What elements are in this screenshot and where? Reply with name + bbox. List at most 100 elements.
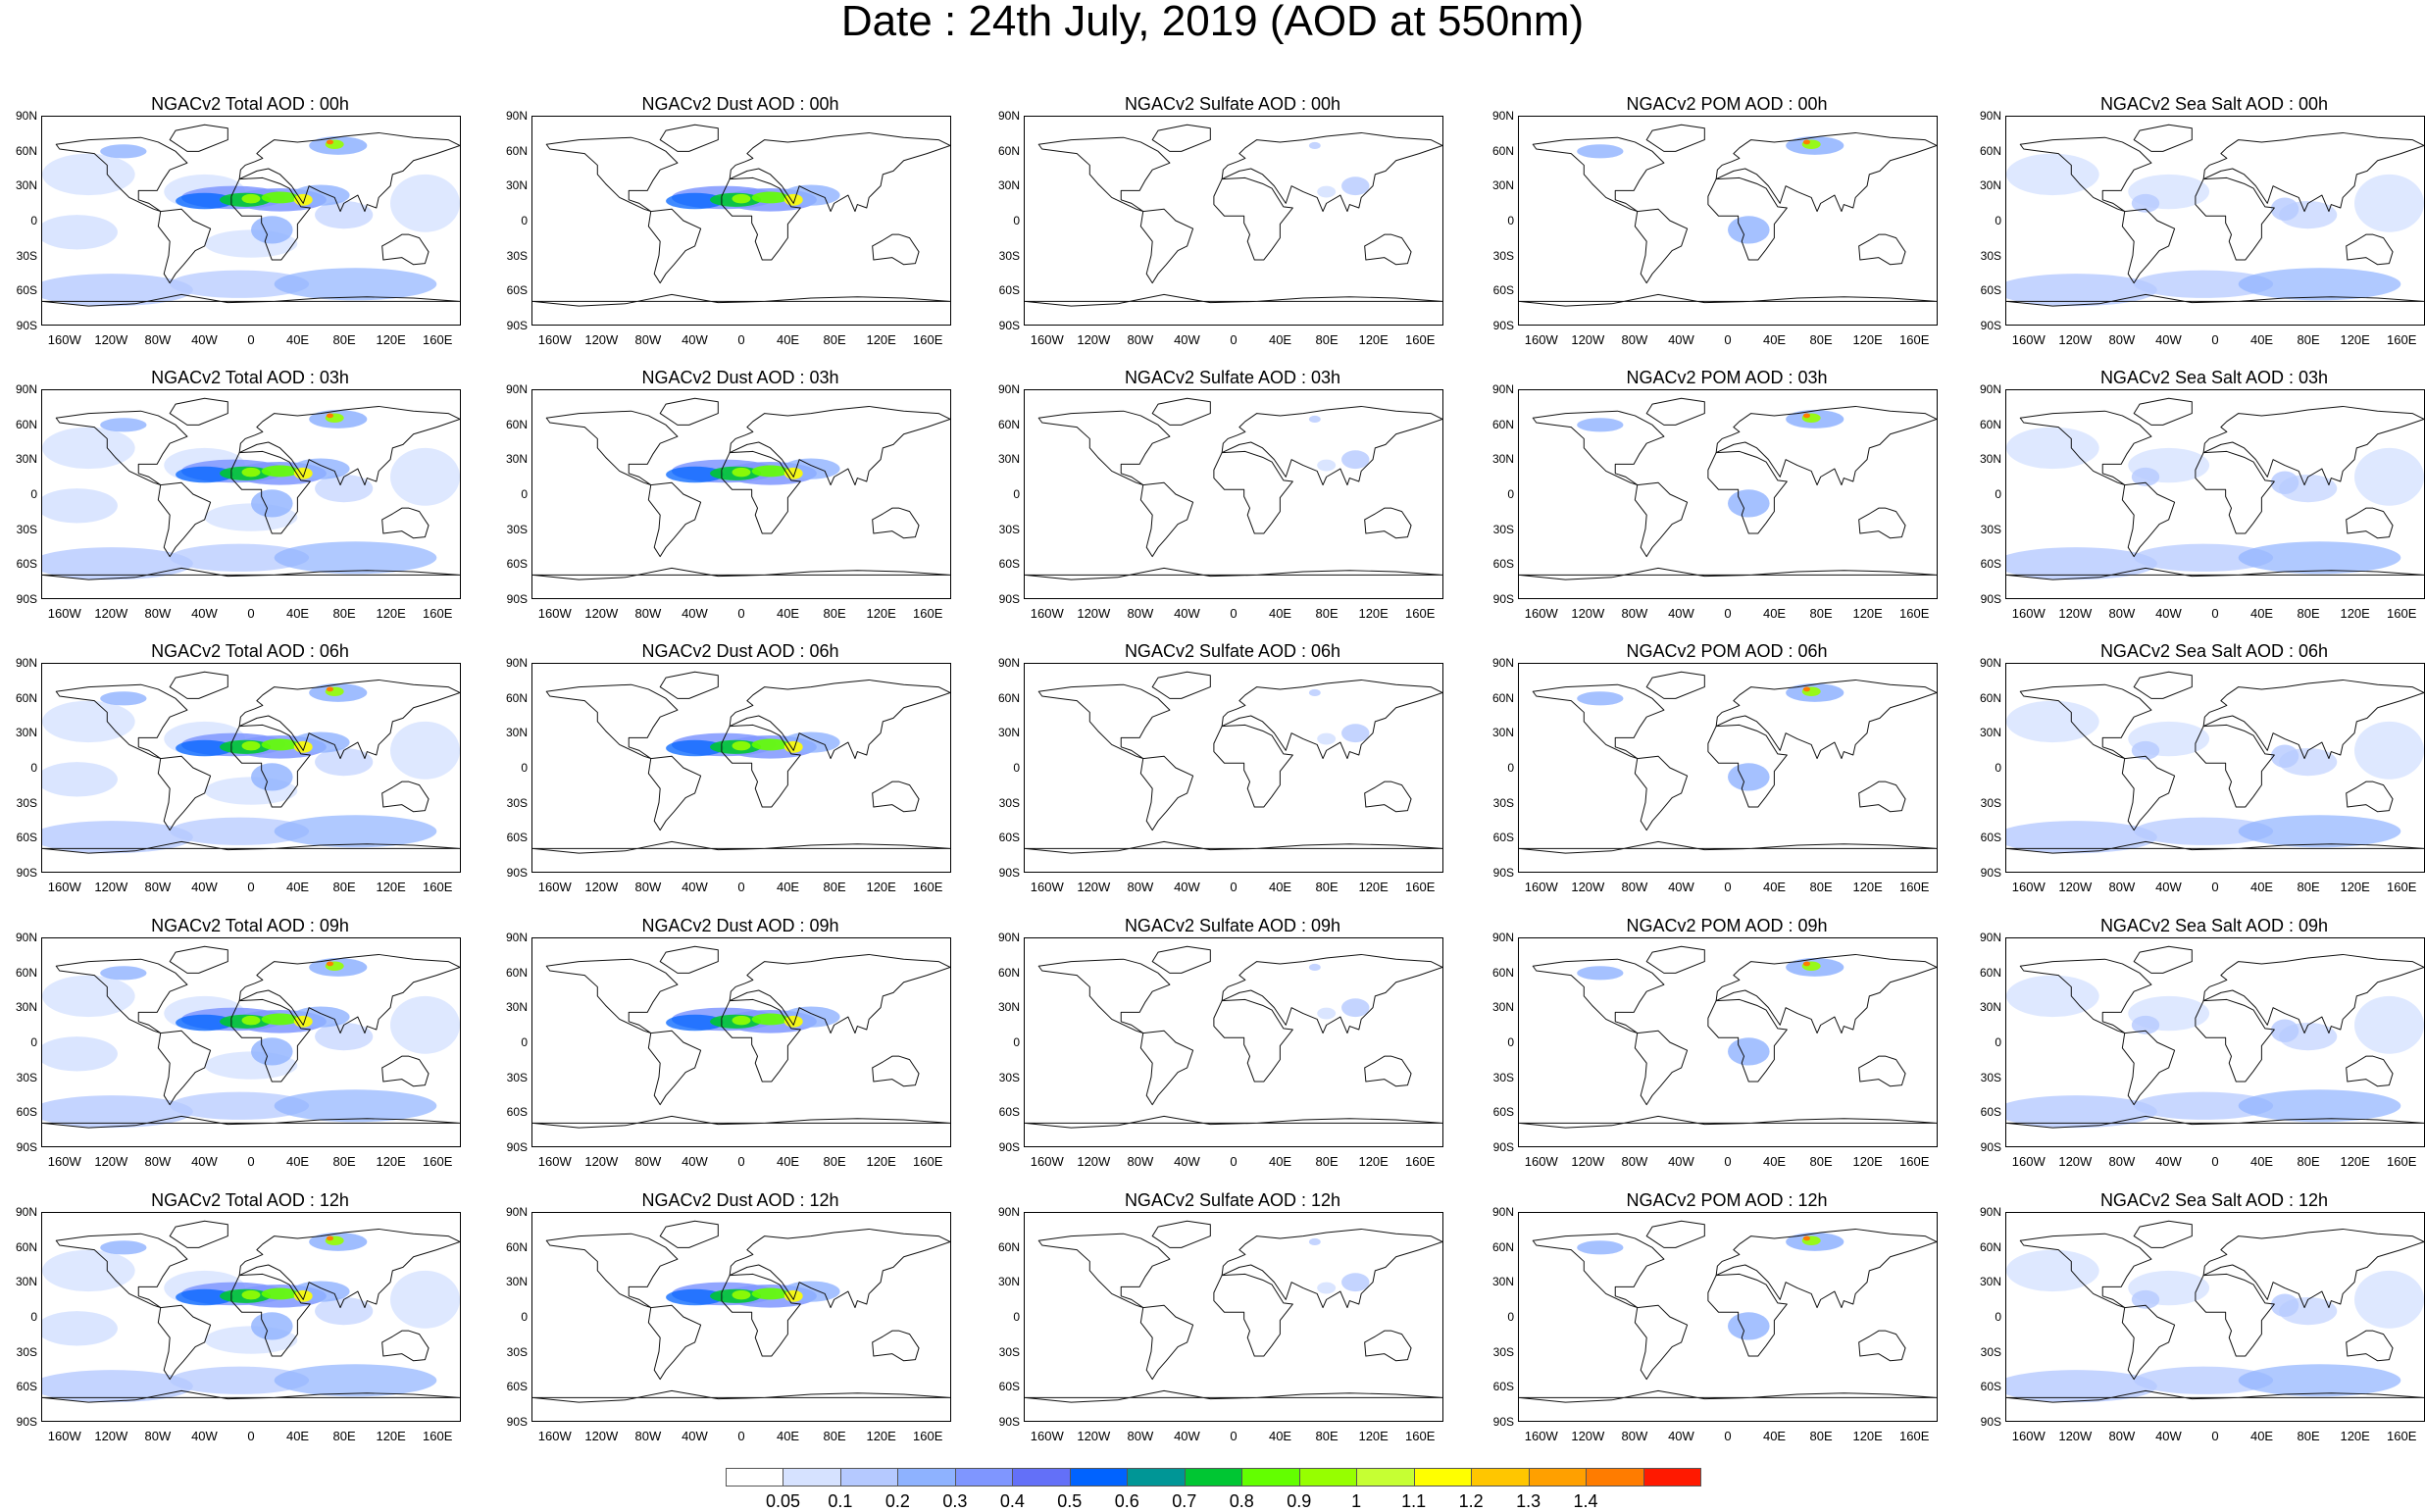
coastline	[1213, 450, 1293, 534]
longitude-label: 80W	[634, 1429, 662, 1443]
longitude-label: 80E	[1809, 1154, 1833, 1169]
colorbar-swatch	[1184, 1468, 1243, 1487]
colorbar-tick-label: 1.2	[1458, 1491, 1484, 1511]
latitude-label: 30S	[1492, 522, 1514, 536]
coastline	[1025, 1389, 1442, 1403]
latitude-label: 90N	[1979, 109, 2001, 123]
latitude-label: 90N	[505, 931, 528, 944]
longitude-label: 160W	[1030, 1154, 1064, 1169]
longitude-label: 160E	[913, 332, 943, 347]
latitude-label: 90N	[997, 1205, 1020, 1219]
longitude-label: 160W	[2011, 1154, 2046, 1169]
coastline	[1213, 998, 1293, 1083]
longitude-label: 80E	[1809, 332, 1833, 347]
aod-field-patch	[241, 193, 261, 204]
longitude-label: 40W	[682, 332, 708, 347]
latitude-label: 90S	[1980, 592, 2001, 606]
aod-field-patch	[42, 762, 118, 797]
coastline	[1715, 131, 1937, 213]
coastline	[545, 683, 679, 760]
map-frame	[531, 116, 951, 326]
longitude-label: 120E	[1358, 1154, 1389, 1169]
map-panel: NGACv2 POM AOD : 09h 90N 60N 30N 0 30S 60S 90S 1…	[1477, 908, 1967, 1173]
longitude-label: 40E	[2249, 606, 2274, 621]
longitude-label: 0	[2211, 1154, 2219, 1169]
world-map	[1025, 671, 1442, 854]
map-panel: NGACv2 Sea Salt AOD : 06h 90N 60N 30N 0 30S 60…	[1964, 633, 2425, 898]
aod-field-patch	[1802, 413, 1811, 419]
longitude-label: 80W	[634, 332, 662, 347]
aod-field-patch	[42, 547, 193, 580]
latitude-label: 30S	[1980, 522, 2001, 536]
aod-field-patch	[251, 216, 293, 244]
coastline	[1037, 1233, 1171, 1309]
latitude-label: 30N	[505, 178, 528, 193]
panel-title: NGACv2 Sea Salt AOD : 06h	[2099, 641, 2329, 661]
aod-field-patch	[1728, 489, 1770, 518]
longitude-label: 80E	[332, 880, 356, 894]
aod-field-patch	[1577, 966, 1624, 981]
latitude-label: 90N	[1979, 1205, 2001, 1219]
coastline	[1025, 567, 1442, 580]
aod-field-patch	[176, 1014, 234, 1032]
latitude-label: 60S	[1492, 283, 1514, 298]
aod-field-patch	[751, 1287, 789, 1300]
latitude-label: 90N	[997, 931, 1020, 944]
longitude-label: 80W	[1127, 332, 1154, 347]
longitude-label: 80E	[1809, 880, 1833, 894]
coastline	[1364, 507, 1412, 539]
longitude-label: 40E	[1762, 1154, 1787, 1169]
longitude-label: 120W	[1571, 606, 1605, 621]
latitude-label: 90N	[505, 109, 528, 123]
colorbar-swatch	[1241, 1468, 1300, 1487]
coastline	[1532, 958, 1665, 1034]
world-map	[1519, 671, 1937, 854]
aod-field-patch	[2131, 193, 2160, 213]
longitude-label: 160E	[2387, 606, 2417, 621]
aod-field-patch	[315, 474, 374, 503]
map-frame	[1518, 663, 1938, 873]
aod-field-patch	[666, 1288, 725, 1306]
longitude-label: 80W	[1621, 606, 1648, 621]
latitude-label: 30S	[1492, 1344, 1514, 1359]
aod-field-patch	[241, 467, 261, 478]
longitude-label: 120E	[866, 880, 896, 894]
latitude-label: 0	[1507, 1035, 1514, 1049]
coastline	[230, 176, 311, 261]
world-map	[2006, 1220, 2424, 1403]
aod-colorbar	[726, 1468, 1701, 1487]
aod-field-patch	[170, 270, 310, 298]
world-map	[2006, 397, 2424, 580]
aod-field-patch	[1308, 688, 1321, 696]
latitude-label: 30S	[1492, 795, 1514, 810]
longitude-label: 80W	[144, 1154, 172, 1169]
coastline	[2121, 1304, 2176, 1381]
aod-field-patch	[2354, 174, 2424, 232]
latitude-label: 30N	[1979, 726, 2001, 740]
latitude-label: 60S	[506, 831, 528, 845]
aod-field-patch	[100, 691, 147, 706]
longitude-label: 160W	[47, 880, 81, 894]
longitude-label: 0	[737, 332, 745, 347]
longitude-label: 160W	[47, 1429, 81, 1443]
coastline	[1715, 1228, 1937, 1309]
coastline	[1707, 724, 1788, 808]
longitude-label: 40W	[682, 606, 708, 621]
longitude-label: 160E	[1405, 332, 1436, 347]
longitude-label: 0	[1230, 606, 1238, 621]
coastline	[169, 124, 228, 152]
aod-field-patch	[1728, 1037, 1770, 1066]
coastline	[381, 233, 429, 266]
aod-field-patch	[1802, 139, 1811, 145]
panel-title: NGACv2 POM AOD : 12h	[1626, 1190, 1828, 1210]
longitude-label: 80W	[1127, 880, 1154, 894]
aod-field-patch	[390, 721, 460, 780]
latitude-label: 90N	[1979, 382, 2001, 396]
longitude-label: 120W	[2058, 1429, 2093, 1443]
latitude-label: 0	[30, 1035, 37, 1049]
map-panel: NGACv2 Sulfate AOD : 12h 90N 60N 30N 0 30S 60S…	[983, 1183, 1473, 1447]
panel-title: NGACv2 Total AOD : 00h	[151, 94, 349, 114]
aod-field-patch	[261, 465, 299, 478]
aod-field-patch	[2131, 1289, 2160, 1309]
aod-field-patch	[274, 1364, 437, 1397]
